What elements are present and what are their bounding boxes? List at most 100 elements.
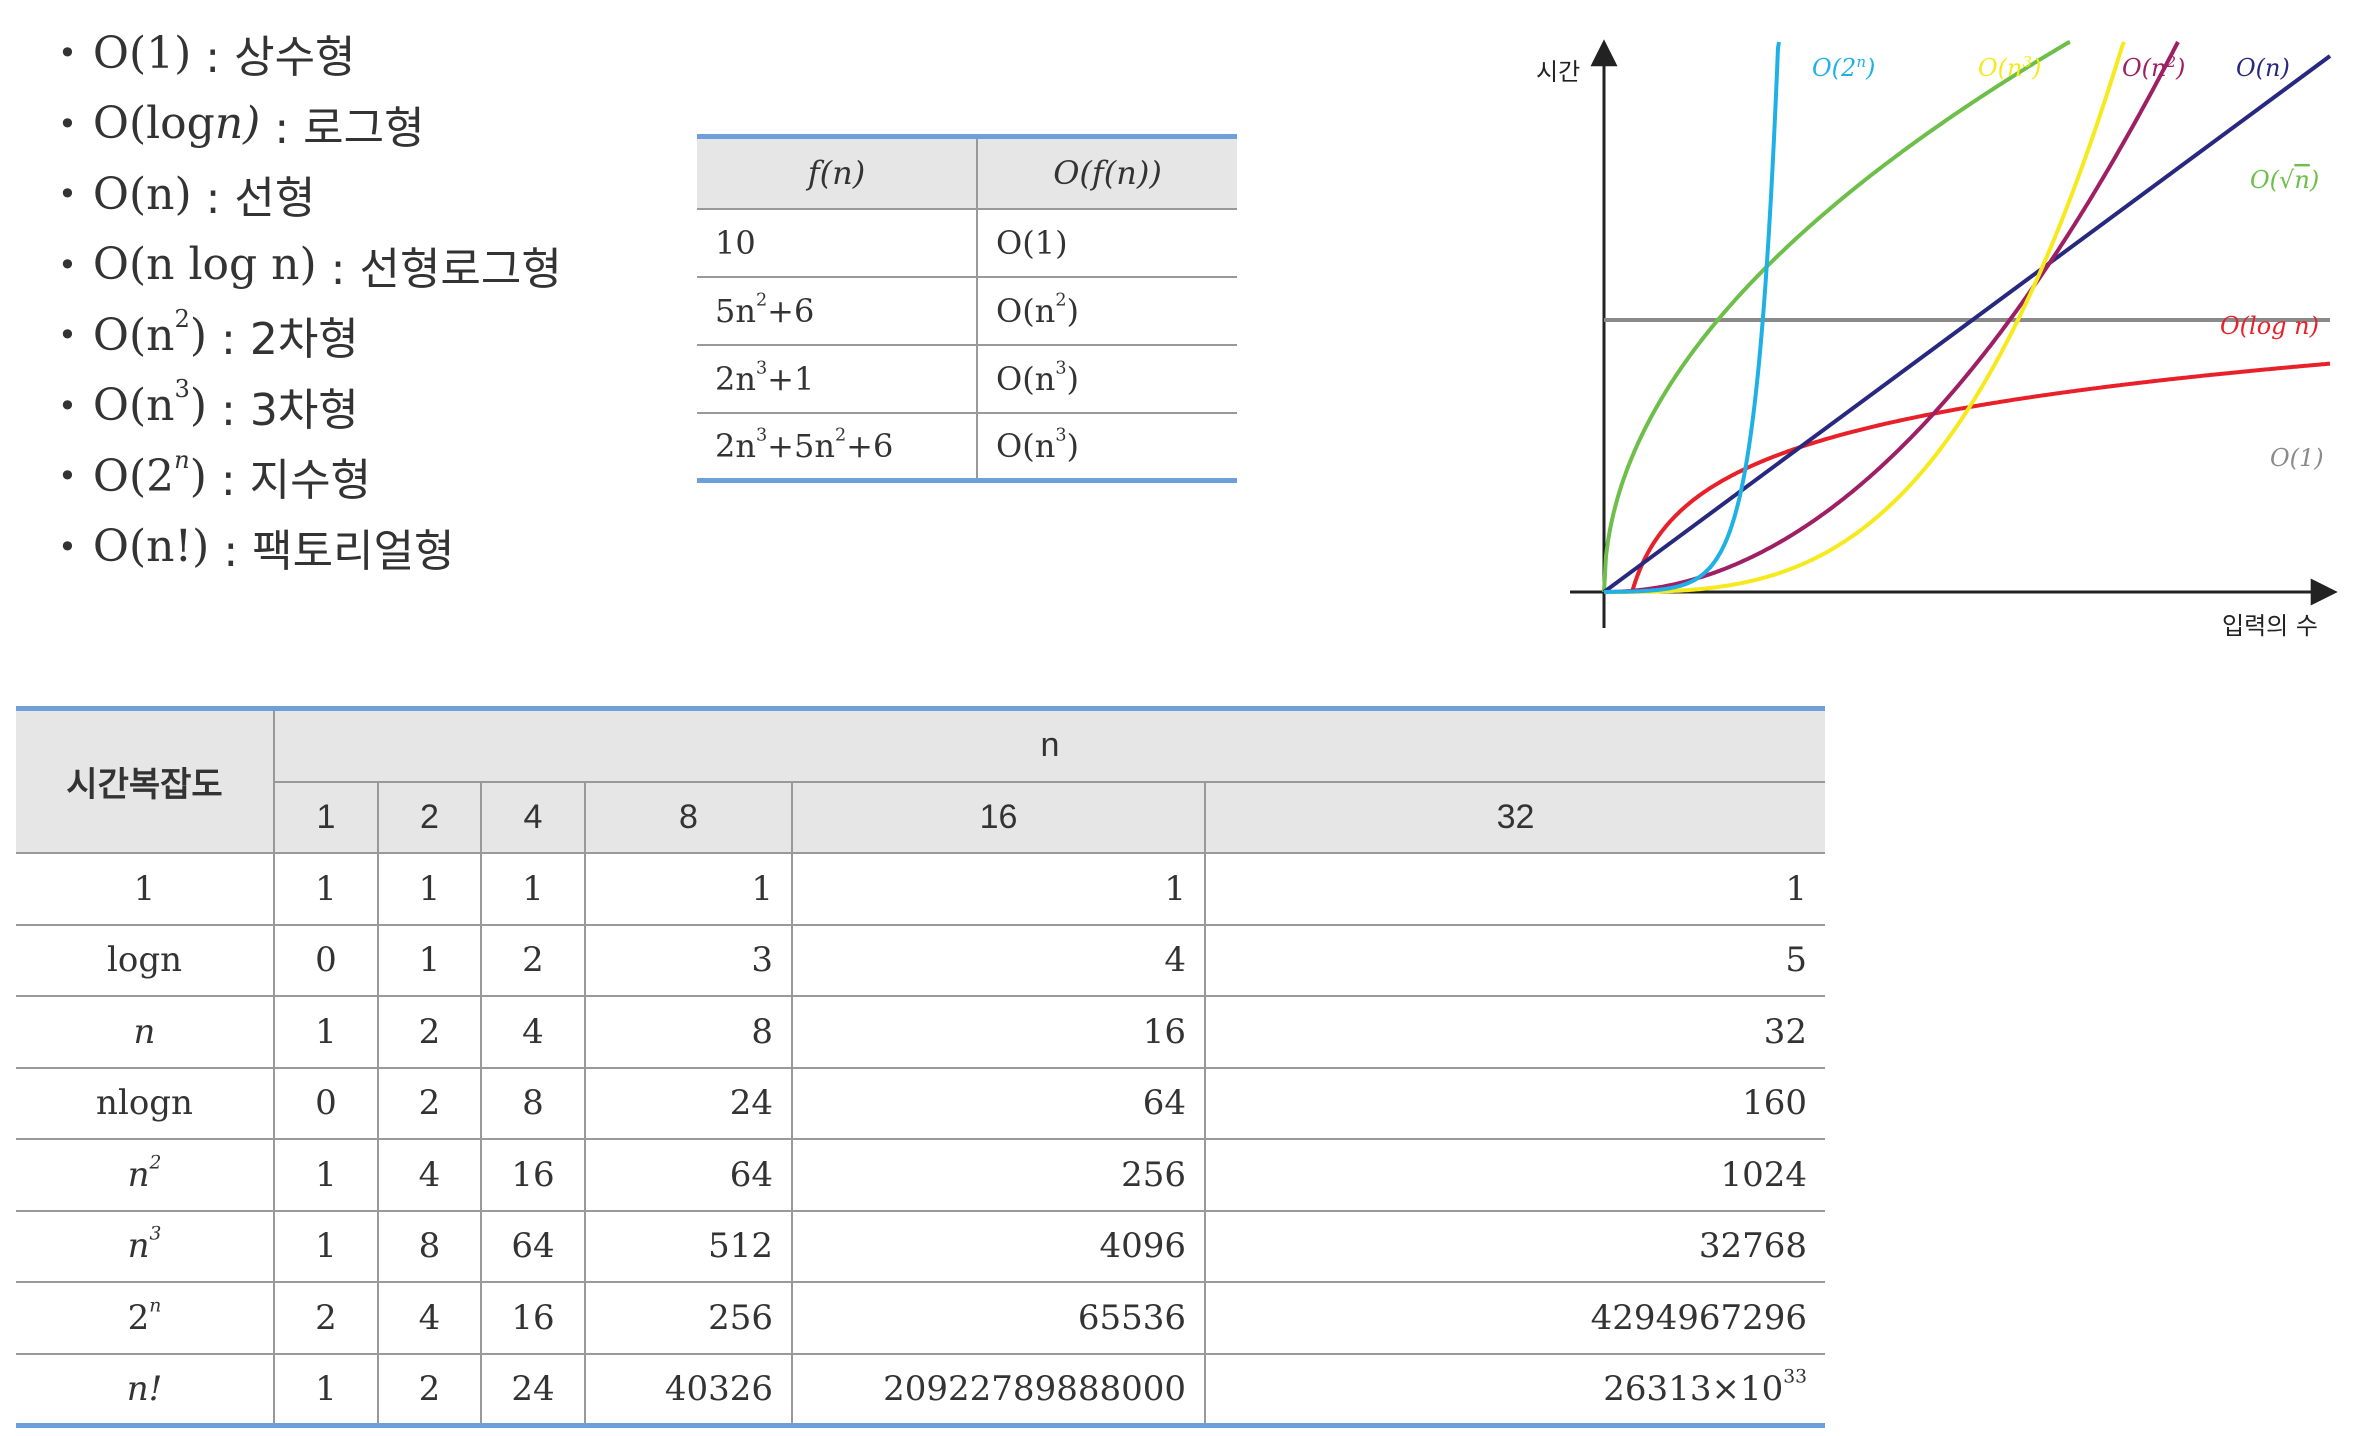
table-row: 2n3+1 O(n3) [697, 344, 1237, 414]
table-cell: 4 [378, 1282, 482, 1355]
table-header-row: 시간복잡도 n [16, 706, 1825, 854]
bullet-expression: O(2n) [92, 445, 207, 502]
table-cell: 4 [481, 996, 586, 1069]
x-axis-label: 입력의 수 [2222, 612, 2318, 640]
row-label: logn [16, 924, 275, 997]
bullet-description: : 상수형 [205, 32, 356, 84]
table-cell: 24 [585, 1067, 793, 1140]
bullet-description: : 선형로그형 [330, 243, 562, 295]
table-cell: 16 [792, 996, 1206, 1069]
table-cell: 512 [585, 1210, 793, 1283]
curve-twon [1604, 41, 1781, 594]
table-cell: 2 [378, 996, 482, 1069]
table-cell: 8 [378, 1210, 482, 1283]
label-o1: O(1) [2270, 444, 2324, 472]
table-cell: 26313×1033 [1205, 1353, 1825, 1428]
function-to-bigo-table: f(n) O(f(n)) 10 O(1) 5n2+6 O(n2) 2n3+1 O… [697, 134, 1237, 483]
table-cell: 65536 [792, 1282, 1206, 1355]
table-row: n2 1 4 16 64 256 1024 [16, 1139, 1825, 1212]
column-header: 32 [1205, 781, 1825, 854]
bullet-dot: • [58, 34, 77, 73]
bullet-expression: O(n3) [92, 375, 208, 432]
bullet-description: : 로그형 [274, 102, 425, 154]
table-row: nlogn 0 2 8 24 64 160 [16, 1067, 1825, 1140]
bullet-expression: O(n log n) [92, 239, 317, 291]
table-cell: 256 [585, 1282, 793, 1355]
table-cell: 4096 [792, 1210, 1206, 1283]
table-row: n3 1 8 64 512 4096 32768 [16, 1210, 1825, 1283]
bullet-dot: • [58, 245, 77, 284]
table-cell: 0 [274, 1067, 379, 1140]
y-axis-label: 시간 [1536, 58, 1580, 86]
table-row: 2n 2 4 16 256 65536 4294967296 [16, 1282, 1825, 1355]
bullet-item: • O(2n): 지수형 [58, 441, 562, 512]
table-cell: 1 [1205, 853, 1825, 926]
bullet-description: : 3차형 [221, 384, 359, 436]
bullet-description: : 선형 [205, 173, 316, 225]
table-cell: 64 [481, 1210, 586, 1283]
table-cell: 0 [274, 924, 379, 997]
table-row: 1 1 1 1 1 1 1 [16, 853, 1825, 926]
table-cell: 2 [378, 1353, 482, 1428]
label-twon: O(2n) [1812, 53, 1875, 82]
bigo-cell: O(n3) [977, 412, 1237, 483]
table-row: n 1 2 4 8 16 32 [16, 996, 1825, 1069]
table-cell: 1 [274, 1139, 379, 1212]
label-n: O(n) [2236, 54, 2290, 82]
column-header-bigo: O(f(n)) [977, 134, 1237, 210]
column-header-fn: f(n) [697, 134, 978, 210]
bullet-item: • O(n): 선형 [58, 159, 562, 230]
label-sqrtn: O(√n) [2250, 166, 2319, 194]
row-label: n! [16, 1353, 275, 1428]
growth-rate-chart: 시간 입력의 수 O(1) O(log n) O(√n) O(n) O(n2) … [1536, 39, 2338, 640]
table-cell: 1 [792, 853, 1206, 926]
table-cell: 24 [481, 1353, 586, 1428]
fn-cell: 2n3+1 [697, 344, 978, 414]
fn-cell: 2n3+5n2+6 [697, 412, 978, 483]
table-cell: 64 [792, 1067, 1206, 1140]
row-label: 1 [16, 853, 275, 926]
column-header: 1 [274, 781, 379, 854]
bullet-item: • O(n2): 2차형 [58, 300, 562, 371]
label-n3: O(n3) [1978, 53, 2041, 82]
column-header: 2 [378, 781, 482, 854]
table-cell: 2 [481, 924, 586, 997]
fn-cell: 10 [697, 208, 978, 278]
bullet-description: : 2차형 [221, 314, 359, 366]
table-cell: 64 [585, 1139, 793, 1212]
table-cell: 3 [585, 924, 793, 997]
table-cell: 1 [585, 853, 793, 926]
table-cell: 4 [792, 924, 1206, 997]
curve-n2 [1604, 41, 2180, 594]
table-cell: 8 [481, 1067, 586, 1140]
table-cell: 5 [1205, 924, 1825, 997]
bullet-description: : 지수형 [220, 455, 372, 507]
table-cell: 16 [481, 1282, 586, 1355]
row-label: n [16, 996, 275, 1069]
table-cell: 4294967296 [1205, 1282, 1825, 1355]
row-label: n2 [16, 1139, 275, 1212]
table-row: 2n3+5n2+6 O(n3) [697, 412, 1237, 483]
bigo-cell: O(n3) [977, 344, 1237, 414]
table-row: 5n2+6 O(n2) [697, 276, 1237, 346]
table-cell: 1 [274, 996, 379, 1069]
group-header-n: n [274, 706, 1825, 783]
table-row: n! 1 2 24 40326 20922789888000 26313×103… [16, 1353, 1825, 1428]
row-label: 2n [16, 1282, 275, 1355]
bigo-cell: O(1) [977, 208, 1237, 278]
fn-cell: 5n2+6 [697, 276, 978, 346]
bullet-item: • O(n!): 팩토리얼형 [58, 512, 562, 583]
curve-logn [1630, 361, 2331, 593]
bullet-expression: O(n) [92, 168, 192, 220]
bullet-item: • O(n3): 3차형 [58, 371, 562, 442]
table-cell: 1 [274, 1353, 379, 1428]
table-cell: 16 [481, 1139, 586, 1212]
row-label: nlogn [16, 1067, 275, 1140]
bullet-dot: • [58, 316, 77, 355]
bullet-expression: O(1) [92, 27, 192, 79]
bigo-cell: O(n2) [977, 276, 1237, 346]
bullet-dot: • [58, 386, 77, 425]
column-header: 8 [585, 781, 793, 854]
column-header: 16 [792, 781, 1206, 854]
table-cell: 20922789888000 [792, 1353, 1206, 1428]
